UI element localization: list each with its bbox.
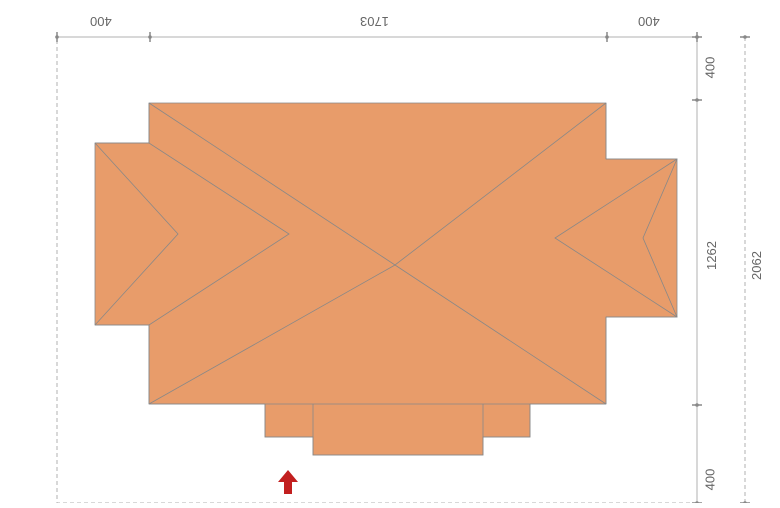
- roof-outline: [95, 103, 677, 455]
- dim-outer-total: 2062: [749, 251, 764, 280]
- plan-svg: [0, 0, 780, 503]
- site-plan: 400 1703 400 400 1262 400 2062: [0, 0, 780, 503]
- entrance-arrow-icon: [278, 470, 298, 494]
- dim-top-1: 400: [90, 14, 112, 29]
- dim-right-3: 400: [702, 469, 717, 491]
- dim-top-2: 1703: [360, 14, 389, 29]
- dim-right-1: 400: [702, 57, 717, 79]
- dim-top-3: 400: [638, 14, 660, 29]
- dim-right-2: 1262: [704, 241, 719, 270]
